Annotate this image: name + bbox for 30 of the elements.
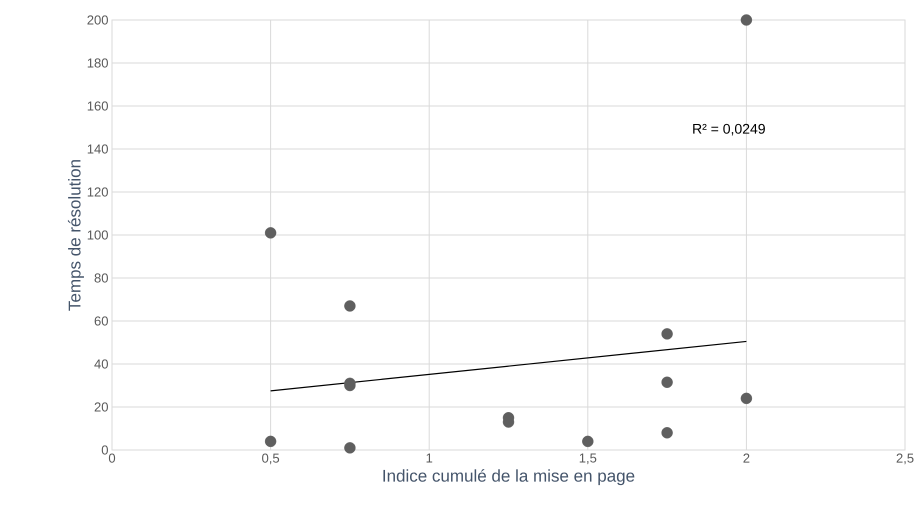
x-tick-label: 1,5 — [580, 454, 596, 464]
point — [582, 436, 594, 448]
y-tick-label: 140 — [88, 144, 108, 154]
point — [740, 392, 752, 404]
y-tick-label: 100 — [88, 230, 108, 240]
x-axis-title: Indice cumulé de la mise en page — [383, 469, 634, 486]
point — [344, 300, 356, 312]
y-tick-label: 180 — [88, 58, 108, 68]
x-tick-label: 1 — [426, 454, 432, 462]
y-tick-label: 80 — [94, 273, 108, 283]
x-tick-label: 2,5 — [896, 454, 914, 464]
y-tick-label: 20 — [94, 402, 108, 412]
y-tick-label: 120 — [88, 187, 108, 197]
x-tick-label: 0 — [108, 454, 116, 463]
y-tick-label: 60 — [94, 316, 108, 326]
y-tick-label: 160 — [88, 101, 108, 111]
point — [661, 427, 673, 438]
y-tick-label: 40 — [94, 359, 108, 369]
point — [740, 14, 752, 26]
point — [661, 376, 673, 388]
point — [344, 442, 356, 454]
point — [264, 227, 276, 239]
point — [661, 328, 673, 340]
x-tick-label: 0,5 — [262, 454, 280, 464]
x-tick-label: 2 — [743, 454, 750, 463]
point — [264, 436, 276, 448]
y-tick-label: 200 — [87, 15, 108, 25]
y-axis-title: Temps de résolution — [68, 160, 84, 311]
annotation: R² = 0,0249 — [693, 124, 765, 136]
y-tick-label: 0 — [102, 445, 108, 455]
